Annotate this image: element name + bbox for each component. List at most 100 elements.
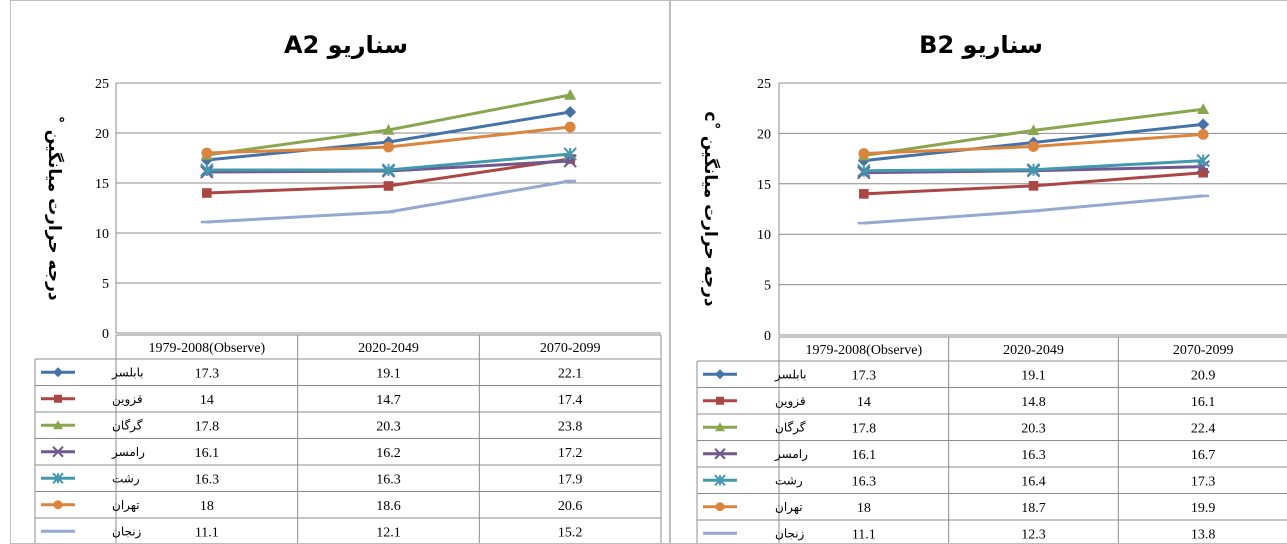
y-tick-label: 25 [95,77,109,92]
table-cell-value: 23.8 [558,419,583,434]
table-cell-value: 14 [857,395,871,410]
table-cell-value: 11.1 [852,527,876,542]
series-point [564,121,576,133]
table-cell-value: 13.8 [1191,527,1216,542]
series-point [858,148,870,159]
legend-marker [714,448,726,460]
y-tick-label: 20 [95,127,109,142]
series-point [382,124,395,135]
legend-key [41,394,75,403]
table-cell-value: 18 [857,501,871,516]
series-point [202,188,212,198]
series-7 [200,179,577,224]
series-point [564,106,577,118]
legend-label: زنجان [112,524,142,539]
series-point [381,163,396,177]
legend-key [703,502,737,512]
table-cell-value: 17.3 [1191,474,1216,489]
gridlines [116,82,661,334]
legend-marker [52,446,64,458]
series-point [1028,141,1039,152]
series-5 [200,147,577,177]
table-cell-value: 16.1 [1191,395,1216,410]
series-point [1026,162,1041,177]
legend-key [703,448,737,460]
table-cell-value: 20.3 [1021,421,1046,436]
legend-label: رشت [775,473,803,488]
table-cell-value: 11.1 [195,525,219,540]
category-label: 2070-2099 [1173,343,1234,358]
data-table: 1979-2008(Observe) 2020-2049 2070-2099 بابل… [34,334,662,543]
series-2 [859,167,1208,199]
y-tick-label: 25 [757,77,771,92]
series-point [1197,103,1210,115]
chart-panel-a2: سناریو A2 درجه حرارت میانگین ˚ 0 5 10 15 20 25 1… [10,0,670,544]
legend-key [703,369,737,380]
legend-marker [53,420,63,430]
category-label: 2020-2049 [358,341,419,356]
legend-label: رامسر [774,447,808,462]
series-point [1197,118,1210,131]
legend-marker [53,367,63,378]
table-cell-value: 17.9 [558,472,583,487]
series-line [863,194,1204,225]
table-cell-value: 16.2 [376,446,401,461]
series-point [563,147,577,161]
table-cell-value: 16.1 [195,446,220,461]
y-tick-label: 10 [757,228,771,243]
legend-key [41,420,75,430]
table-cell-value: 17.8 [852,421,877,436]
legend-label: قزوین [775,394,806,409]
category-label: 1979-2008(Observe) [806,343,923,358]
legend-label: قزوین [112,392,143,407]
y-tick-label: 5 [102,277,109,292]
table-cell-value: 16.7 [1191,448,1216,463]
series-point [1028,181,1039,191]
chart-panel-b2: سناریو B2 درجه حرارت میانگین ˚c 0 5 10 15 20 25… [670,0,1287,544]
series-point [383,181,394,191]
table-cell-value: 17.2 [558,446,583,461]
table-cell-value: 14.8 [1021,395,1046,410]
series-point [201,147,213,159]
legend-key [703,396,737,405]
category-label: 1979-2008(Observe) [149,341,266,356]
series-7 [857,194,1210,225]
legend-label: بابلسر [111,365,144,380]
series-point [1196,153,1210,168]
chart-b2: سناریو B2 درجه حرارت میانگین ˚c 0 5 10 15 20 25… [696,31,1287,543]
legend-marker [52,472,64,484]
legend-marker [715,422,725,432]
y-axis-label: درجه حرارت میانگین ˚c [700,111,722,307]
series-point [1198,167,1208,178]
legend-label: تهران [775,500,803,515]
y-tick-label: 20 [757,127,771,142]
legend-key [41,500,75,510]
table-cell-value: 17.4 [558,393,583,408]
legend-key [703,422,737,432]
table-cell-value: 19.9 [1191,501,1216,516]
table-cell-value: 17.8 [195,419,220,434]
chart-title: سناریو A2 [284,31,408,59]
legend-marker [54,394,62,403]
table-cell-value: 18 [200,499,214,514]
chart-title: سناریو B2 [919,31,1043,59]
table-cell-value: 18.7 [1021,501,1046,516]
series-point [564,89,577,100]
table-cell-value: 19.1 [376,366,401,381]
data-table: 1979-2008(Observe) 2020-2049 2070-2099 بابل… [696,336,1287,543]
table-cell-value: 16.3 [195,472,220,487]
table-cell-value: 16.4 [1021,474,1046,489]
category-label: 2020-2049 [1003,343,1064,358]
legend-marker [715,369,725,380]
table-cell-value: 14 [200,393,214,408]
series-point [1197,129,1209,140]
y-tick-label: 15 [95,177,109,192]
series-5 [857,153,1210,178]
legend-label: زنجان [775,526,805,541]
table-cell-value: 15.2 [558,525,583,540]
table-cell-value: 22.4 [1191,421,1216,436]
legend-label: گرگان [112,418,143,433]
table-cell-value: 16.3 [376,472,401,487]
table-cell-value: 14.7 [376,393,401,408]
category-label: 2070-2099 [540,341,601,356]
